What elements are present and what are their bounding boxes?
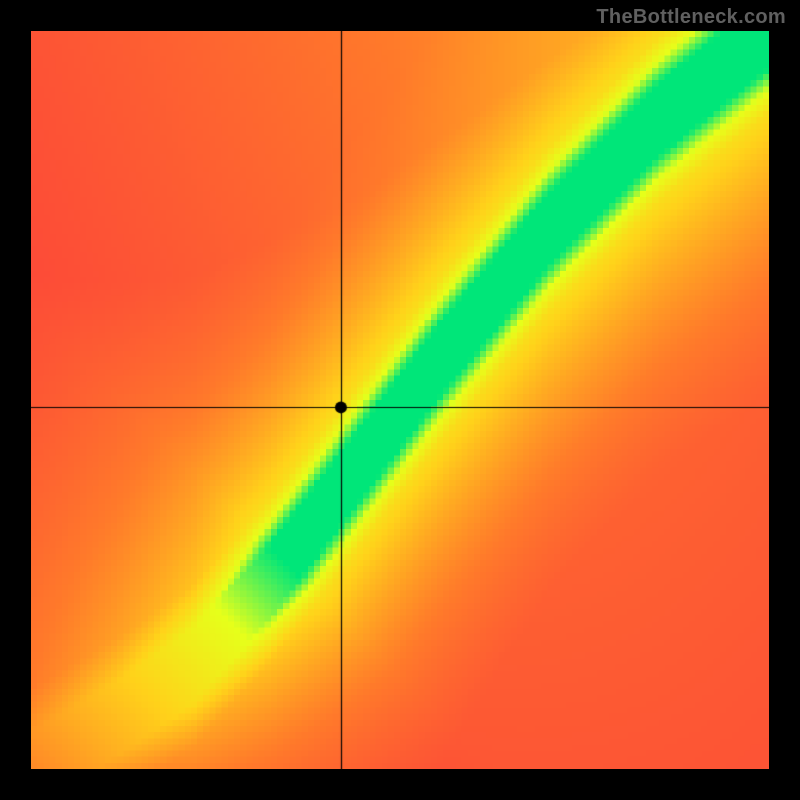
crosshair-overlay [31, 31, 769, 769]
chart-container: TheBottleneck.com [0, 0, 800, 800]
watermark-text: TheBottleneck.com [596, 6, 786, 29]
